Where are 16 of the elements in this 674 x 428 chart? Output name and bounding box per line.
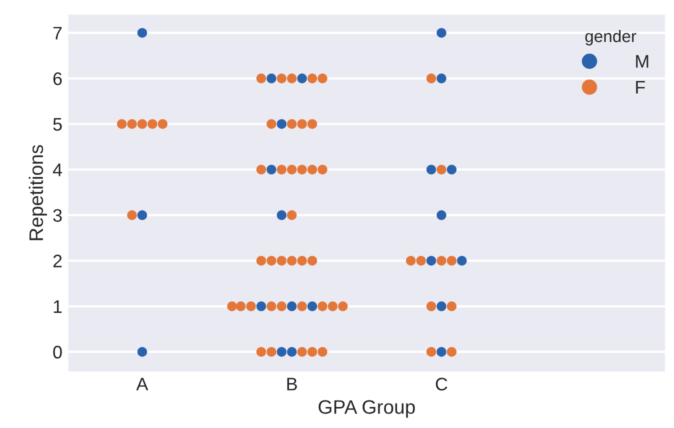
x-tick-label: C xyxy=(436,378,448,390)
y-tick-label: 2 xyxy=(53,254,62,268)
y-tick-label: 6 xyxy=(53,72,62,86)
legend-title: gender xyxy=(585,30,636,46)
y-tick-label: 4 xyxy=(52,164,62,176)
legend-label: M xyxy=(636,55,648,68)
y-tick-label: 0 xyxy=(53,346,62,359)
y-tick-label: 1 xyxy=(54,300,62,313)
y-tick-label: 3 xyxy=(53,209,62,222)
x-axis-title: GPA Group xyxy=(318,400,415,418)
legend-label: F xyxy=(636,81,645,94)
y-tick-label: 5 xyxy=(53,118,62,131)
x-tick-label: A xyxy=(136,378,148,390)
y-tick-label: 7 xyxy=(53,26,62,40)
y-axis-title: Repetitions xyxy=(28,145,47,240)
x-tick-label: B xyxy=(287,378,297,390)
